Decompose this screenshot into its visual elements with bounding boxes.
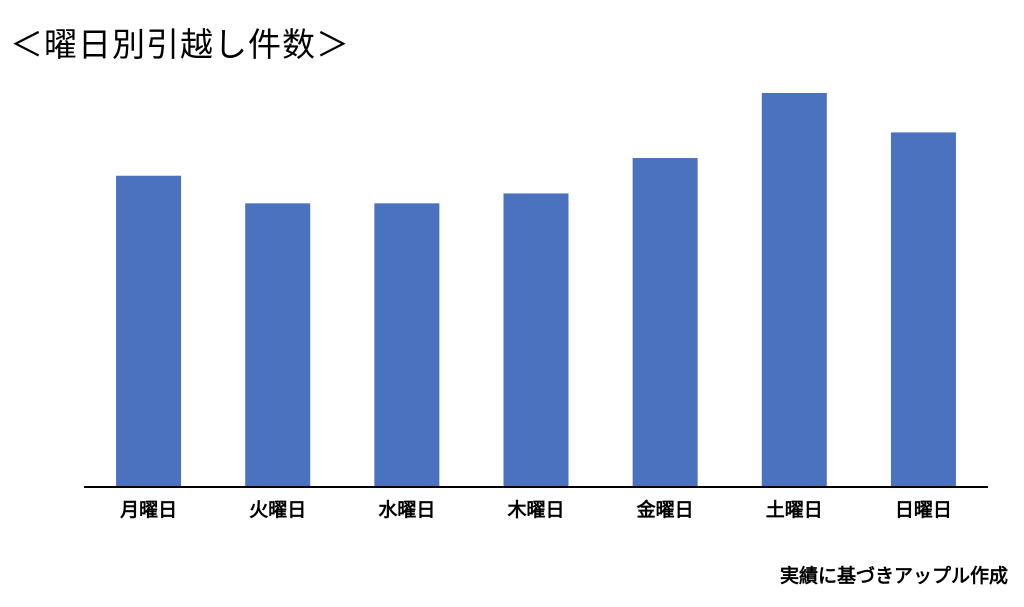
bar-3 [374,203,440,487]
x-tick-label-3: 水曜日 [378,499,435,521]
x-tick-label-5: 金曜日 [636,498,694,521]
x-tick-label-7: 日曜日 [895,499,952,521]
bar-6 [761,93,827,487]
x-tick-label-4: 木曜日 [506,498,564,521]
x-tick-label-1: 月曜日 [119,499,177,521]
chart-title: ＜曜日別引越し件数＞ [10,25,350,64]
source-footnote: 実績に基づきアップル作成 [779,565,1008,587]
x-tick-label-2: 火曜日 [249,499,306,521]
bar-7 [890,132,956,487]
x-tick-labels: 月曜日 火曜日 水曜日 木曜日 金曜日 土曜日 日曜日 [119,498,952,521]
bar-1 [116,175,182,488]
x-tick-label-6: 土曜日 [766,499,823,521]
bar-4 [503,193,569,487]
bars-group [116,93,956,488]
bar-5 [632,158,698,487]
bar-2 [245,203,311,487]
